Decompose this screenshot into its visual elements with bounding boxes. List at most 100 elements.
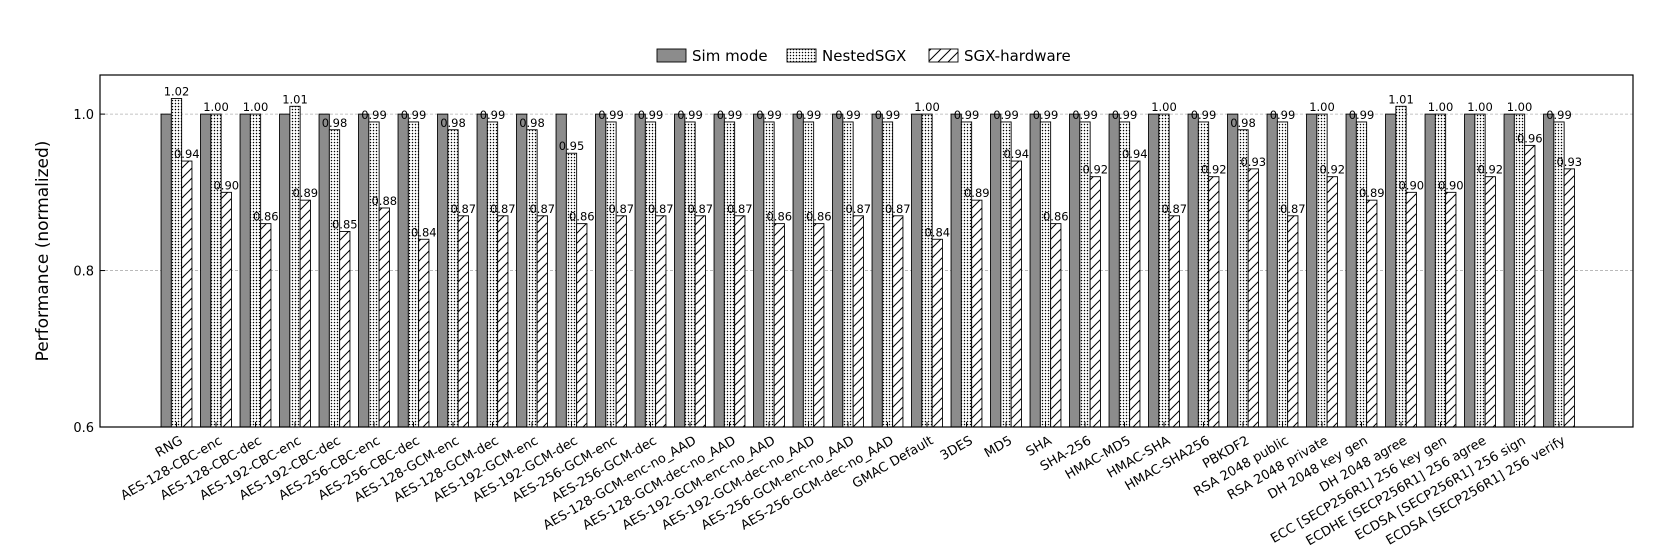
bar-sim-mode [1069,113,1081,428]
bar-sim-mode [634,113,646,428]
bar-nestedsgx [763,121,775,428]
bar-value-label: 1.00 [1507,100,1533,114]
y-tick-label: 0.6 [73,421,94,436]
bar-nestedsgx [526,129,538,428]
bar-sim-mode [437,113,449,428]
bar-sgx-hardware [1129,160,1141,428]
legend: Sim mode NestedSGX SGX-hardware [656,47,1071,65]
bar-sgx-hardware [536,215,548,428]
bar-nestedsgx [1158,113,1170,428]
bar-sim-mode [1306,113,1318,428]
bar-value-label: 0.87 [1280,202,1306,216]
bar-value-label: 0.86 [569,210,595,224]
bar-sim-mode [1148,113,1160,428]
bar-value-label: 0.88 [371,194,397,208]
legend-swatch-nestedsgx [786,48,817,63]
bar-value-label: 0.87 [608,202,634,216]
bar-sgx-hardware [694,215,706,428]
bar-sim-mode [1266,113,1278,428]
bar-value-label: 0.99 [796,108,822,122]
bar-sim-mode [397,113,409,428]
bar-value-label: 0.86 [766,210,792,224]
bar-value-label: 0.87 [490,202,516,216]
bar-sgx-hardware [655,215,667,428]
bar-sim-mode [990,113,1002,428]
legend-swatch-sgx-hardware [928,48,959,63]
bar-value-label: 0.94 [1122,147,1148,161]
bar-value-label: 0.98 [1230,116,1256,130]
bar-value-label: 0.87 [450,202,476,216]
bar-value-label: 0.99 [1270,108,1296,122]
bar-nestedsgx [486,121,499,428]
bar-value-label: 0.99 [598,108,624,122]
bar-sim-mode [555,113,567,428]
bar-sgx-hardware [378,207,390,428]
bar-value-label: 0.92 [1082,163,1108,177]
bar-value-label: 0.86 [253,210,279,224]
bar-value-label: 0.87 [845,202,871,216]
bar-sim-mode [239,113,251,428]
bar-value-label: 0.99 [1072,108,1098,122]
bar-nestedsgx [842,121,854,428]
bar-value-label: 0.89 [292,186,318,200]
bar-value-label: 0.92 [1201,163,1227,177]
bar-nestedsgx [210,113,222,428]
bar-value-label: 0.92 [1319,163,1345,177]
bar-value-label: 0.99 [1033,108,1059,122]
bar-value-label: 0.99 [638,108,664,122]
bar-value-label: 0.99 [480,108,506,122]
bar-nestedsgx [1276,121,1289,428]
bar-sgx-hardware [1247,168,1259,428]
bar-sgx-hardware [615,215,627,428]
bar-sim-mode [713,113,725,428]
bar-sim-mode [476,113,488,428]
bar-value-label: 1.01 [282,92,308,106]
bar-value-label: 0.96 [1517,131,1543,145]
bar-value-label: 0.86 [806,210,832,224]
bar-value-label: 0.99 [993,108,1019,122]
bar-sim-mode [279,113,291,428]
bar-sim-mode [1227,113,1239,428]
gridlines [100,113,1633,271]
bar-value-label: 0.89 [964,186,990,200]
bar-value-label: 0.99 [756,108,782,122]
bar-nestedsgx [565,152,578,428]
bar-nestedsgx [1513,113,1526,428]
bar-nestedsgx [684,121,696,428]
bar-value-label: 1.00 [1467,100,1493,114]
bar-nestedsgx [605,121,617,428]
bar-sim-mode [1543,113,1555,428]
bar-value-label: 0.87 [648,202,674,216]
bar-sim-mode [1424,113,1436,428]
bar-sgx-hardware [497,215,509,428]
bar-value-label: 1.00 [203,100,229,114]
bar-sim-mode [1187,113,1199,428]
bar-nestedsgx [881,121,894,428]
bar-sim-mode [1503,113,1515,428]
bar-nestedsgx [644,121,657,428]
bar-value-label: 0.94 [1003,147,1029,161]
bar-sgx-hardware [220,191,232,428]
bar-sim-mode [516,113,528,428]
legend-label-sgx-hardware: SGX-hardware [964,47,1071,65]
bar-sgx-hardware [1050,223,1062,428]
x-axis: RNGAES-128-CBC-encAES-128-CBC-decAES-192… [118,422,1568,549]
bar-value-label: 0.98 [519,116,545,130]
bar-nestedsgx [921,113,933,428]
bar-nestedsgx [1474,113,1486,428]
bar-sgx-hardware [1563,168,1575,428]
bar-nestedsgx [1434,113,1447,428]
bar-sgx-hardware [1168,215,1180,428]
bar-sgx-hardware [576,223,588,428]
bar-value-label: 0.98 [440,116,466,130]
bar-value-label: 1.00 [1151,100,1177,114]
bar-nestedsgx [1316,113,1328,428]
bar-sgx-hardware [1089,176,1101,428]
bar-sgx-hardware [1405,191,1417,428]
bar-sim-mode [832,113,844,428]
bar-value-label: 0.87 [687,202,713,216]
bar-value-label: 0.90 [213,178,239,192]
bar-sgx-hardware [852,215,864,428]
bar-sgx-hardware [457,215,469,428]
bar-sgx-hardware [1445,191,1457,428]
